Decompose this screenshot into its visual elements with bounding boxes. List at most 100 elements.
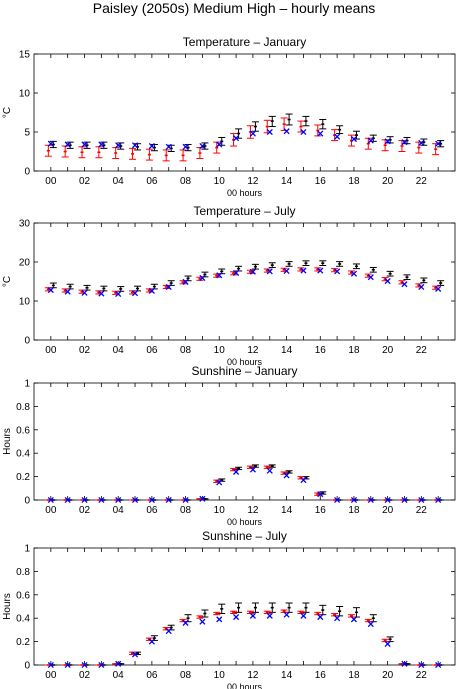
x-tick-label: 02 xyxy=(79,505,91,516)
data-point xyxy=(182,619,189,626)
data-point xyxy=(300,477,307,484)
data-point xyxy=(435,285,442,292)
x-tick-label: 20 xyxy=(382,670,394,681)
data-point xyxy=(216,616,223,623)
x-marker-stroke xyxy=(266,467,273,474)
x-tick-label: 06 xyxy=(146,345,158,356)
x-marker-stroke xyxy=(182,619,189,626)
x-tick-label: 00 xyxy=(45,505,57,516)
data-point xyxy=(418,283,425,291)
data-point xyxy=(148,287,155,294)
panel-title: Sunshine – July xyxy=(202,529,287,543)
x-marker-stroke xyxy=(266,268,273,275)
x-tick-label: 16 xyxy=(315,505,327,516)
x-tick-label: 22 xyxy=(416,505,428,516)
data-point xyxy=(64,661,71,669)
x-tick-label: 20 xyxy=(382,505,394,516)
data-point xyxy=(81,661,88,669)
y-axis-label: °C xyxy=(2,276,13,287)
x-marker-stroke xyxy=(249,466,256,473)
x-marker-stroke xyxy=(350,496,358,504)
data-point xyxy=(249,612,256,619)
x-tick-label: 00 xyxy=(45,176,57,187)
x-marker-stroke xyxy=(115,660,122,667)
data-point xyxy=(233,135,240,142)
x-marker-stroke xyxy=(47,496,54,504)
data-point xyxy=(317,613,324,621)
data-point xyxy=(115,142,122,149)
series-red xyxy=(44,465,440,501)
y-tick-label: 20 xyxy=(19,258,31,269)
x-tick-label: 06 xyxy=(146,176,158,187)
x-tick-label: 12 xyxy=(247,345,259,356)
data-point xyxy=(148,496,155,504)
x-marker-stroke xyxy=(334,496,341,504)
x-marker-stroke xyxy=(148,287,155,294)
x-tick-label: 16 xyxy=(315,345,327,356)
y-tick-label: 0.2 xyxy=(16,472,30,483)
x-marker-stroke xyxy=(300,128,307,136)
data-point xyxy=(233,468,240,475)
x-marker-stroke xyxy=(350,135,358,143)
x-tick-label: 10 xyxy=(214,345,226,356)
data-point xyxy=(182,143,189,150)
x-marker-stroke xyxy=(98,496,105,504)
x-marker-stroke xyxy=(47,661,54,669)
y-axis-label: Hours xyxy=(2,593,13,620)
axes-box xyxy=(33,382,456,501)
x-marker-stroke xyxy=(64,496,71,504)
data-point xyxy=(266,612,273,619)
x-marker-stroke xyxy=(334,133,341,140)
series-red xyxy=(44,117,440,162)
y-axis-label: Hours xyxy=(2,428,13,455)
data-point xyxy=(47,287,54,294)
x-marker-stroke xyxy=(115,496,122,504)
x-marker-stroke xyxy=(317,613,324,621)
x-axis-label: 00 hours xyxy=(227,188,263,198)
y-tick-label: 0.8 xyxy=(16,567,30,578)
data-point xyxy=(115,290,122,298)
series-black xyxy=(49,602,445,666)
x-marker-stroke xyxy=(300,477,307,484)
y-tick-label: 30 xyxy=(19,219,31,230)
x-marker-stroke xyxy=(283,611,290,618)
y-tick-label: 0.6 xyxy=(16,590,30,601)
data-point xyxy=(148,638,155,645)
x-marker-stroke xyxy=(300,612,307,619)
x-marker-stroke xyxy=(435,140,442,147)
x-marker-stroke xyxy=(233,135,240,142)
x-marker-stroke xyxy=(98,661,105,669)
x-tick-label: 10 xyxy=(214,505,226,516)
data-point xyxy=(165,143,172,150)
x-tick-label: 06 xyxy=(146,670,158,681)
data-point xyxy=(216,479,223,486)
y-tick-label: 0.2 xyxy=(16,637,30,648)
panel-title: Temperature – January xyxy=(183,35,306,49)
data-point xyxy=(300,128,307,136)
y-tick-label: 0.6 xyxy=(16,425,30,436)
x-tick-label: 16 xyxy=(315,670,327,681)
series-blue xyxy=(47,611,442,669)
data-point xyxy=(233,269,240,276)
x-tick-label: 14 xyxy=(281,505,293,516)
data-point xyxy=(334,268,341,275)
x-tick-label: 04 xyxy=(113,345,125,356)
data-point xyxy=(249,130,256,137)
data-point xyxy=(384,138,391,145)
x-marker-stroke xyxy=(148,638,155,645)
data-point xyxy=(64,496,71,504)
data-point xyxy=(418,139,425,146)
y-tick-label: 0 xyxy=(24,496,30,507)
data-point xyxy=(283,611,290,618)
y-axis-label: °C xyxy=(2,107,13,118)
data-point xyxy=(182,496,189,504)
x-marker-stroke xyxy=(199,142,206,150)
x-marker-stroke xyxy=(148,496,155,504)
series-blue xyxy=(47,466,442,504)
x-marker-stroke xyxy=(182,143,189,150)
x-marker-stroke xyxy=(367,274,374,281)
x-axis-label: 00 hours xyxy=(227,682,263,689)
x-marker-stroke xyxy=(283,128,290,135)
x-marker-stroke xyxy=(384,278,391,285)
